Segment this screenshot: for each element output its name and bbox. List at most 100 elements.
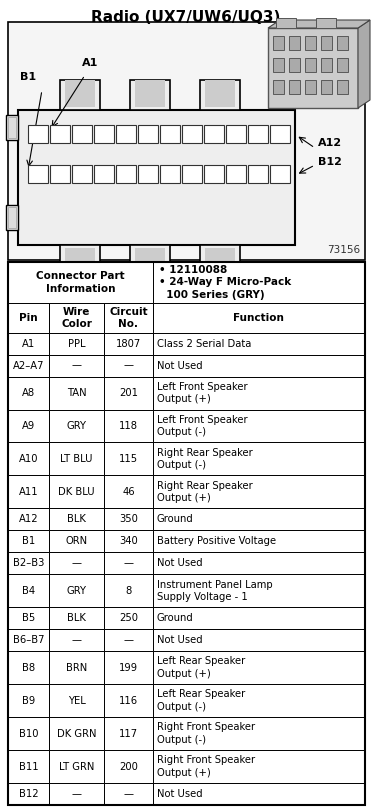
Text: Left Rear Speaker
Output (-): Left Rear Speaker Output (-) xyxy=(157,689,245,712)
Bar xyxy=(8,117,16,138)
Bar xyxy=(8,684,49,718)
Text: 199: 199 xyxy=(119,663,138,673)
Text: B12: B12 xyxy=(19,789,38,799)
Bar xyxy=(49,718,104,750)
Bar xyxy=(135,248,165,265)
Bar xyxy=(153,262,365,303)
Bar xyxy=(49,355,104,377)
Bar xyxy=(248,165,268,183)
Text: Not Used: Not Used xyxy=(157,635,202,646)
Bar xyxy=(337,80,348,94)
Text: 340: 340 xyxy=(119,537,138,546)
Text: —: — xyxy=(72,789,82,799)
Text: A12: A12 xyxy=(318,138,342,148)
Bar xyxy=(49,303,104,333)
Bar xyxy=(104,530,153,553)
Bar xyxy=(8,333,49,355)
Bar xyxy=(153,718,365,750)
Bar xyxy=(104,608,153,629)
Text: 201: 201 xyxy=(119,388,138,398)
Text: BLK: BLK xyxy=(67,515,86,524)
Bar xyxy=(8,530,49,553)
Bar xyxy=(8,718,49,750)
Bar xyxy=(49,574,104,608)
Text: LT BLU: LT BLU xyxy=(60,454,93,464)
Text: Class 2 Serial Data: Class 2 Serial Data xyxy=(157,339,251,348)
Bar xyxy=(305,80,316,94)
Text: Not Used: Not Used xyxy=(157,789,202,799)
Bar xyxy=(135,80,165,107)
Bar xyxy=(49,443,104,475)
Text: B2–B3: B2–B3 xyxy=(13,558,44,568)
Bar xyxy=(49,410,104,443)
Bar xyxy=(104,651,153,684)
Bar xyxy=(104,574,153,608)
Bar xyxy=(8,377,49,410)
Text: A2–A7: A2–A7 xyxy=(13,360,44,371)
Polygon shape xyxy=(268,20,370,28)
Bar xyxy=(153,333,365,355)
Bar xyxy=(205,248,235,265)
Bar xyxy=(8,443,49,475)
Bar xyxy=(8,629,49,651)
Bar xyxy=(104,508,153,530)
Bar xyxy=(321,36,332,50)
Bar xyxy=(104,377,153,410)
Text: A12: A12 xyxy=(19,515,38,524)
Bar xyxy=(153,783,365,805)
Bar xyxy=(28,125,48,143)
Bar xyxy=(8,262,365,805)
Text: 73156: 73156 xyxy=(327,245,360,255)
Bar xyxy=(205,80,235,107)
Bar xyxy=(289,80,300,94)
Bar xyxy=(104,355,153,377)
Text: A8: A8 xyxy=(22,388,35,398)
Bar xyxy=(248,125,268,143)
Text: 250: 250 xyxy=(119,613,138,623)
Bar xyxy=(8,207,16,228)
Bar xyxy=(104,684,153,718)
Bar xyxy=(153,443,365,475)
Text: Left Front Speaker
Output (+): Left Front Speaker Output (+) xyxy=(157,382,247,404)
Text: DK GRN: DK GRN xyxy=(57,729,97,739)
Bar xyxy=(8,303,49,333)
Bar xyxy=(104,783,153,805)
Bar xyxy=(6,205,18,230)
Text: 118: 118 xyxy=(119,421,138,431)
Text: B4: B4 xyxy=(22,586,35,595)
Bar xyxy=(276,18,296,28)
Bar xyxy=(104,410,153,443)
Text: A11: A11 xyxy=(19,487,38,497)
Bar xyxy=(8,262,153,303)
Text: Instrument Panel Lamp
Supply Voltage - 1: Instrument Panel Lamp Supply Voltage - 1 xyxy=(157,579,272,602)
Bar xyxy=(8,783,49,805)
Bar xyxy=(8,651,49,684)
Text: —: — xyxy=(123,789,134,799)
Bar xyxy=(153,355,365,377)
Bar xyxy=(270,165,290,183)
Text: Right Front Speaker
Output (+): Right Front Speaker Output (+) xyxy=(157,755,255,778)
Text: ORN: ORN xyxy=(66,537,88,546)
Text: Right Front Speaker
Output (-): Right Front Speaker Output (-) xyxy=(157,722,255,745)
Bar xyxy=(49,508,104,530)
Text: Not Used: Not Used xyxy=(157,360,202,371)
Bar xyxy=(153,750,365,783)
Text: —: — xyxy=(72,558,82,568)
Text: B11: B11 xyxy=(19,762,38,772)
Text: —: — xyxy=(72,635,82,646)
Bar xyxy=(50,165,70,183)
Text: —: — xyxy=(72,360,82,371)
Bar xyxy=(18,110,295,245)
Text: Circuit
No.: Circuit No. xyxy=(109,306,148,329)
Text: PPL: PPL xyxy=(68,339,85,348)
Bar xyxy=(316,18,336,28)
Bar xyxy=(49,783,104,805)
Bar xyxy=(153,508,365,530)
Bar xyxy=(49,553,104,574)
Text: Radio (UX7/UW6/UQ3): Radio (UX7/UW6/UQ3) xyxy=(91,10,281,25)
Bar xyxy=(50,125,70,143)
Bar xyxy=(8,574,49,608)
Bar xyxy=(273,58,284,72)
Bar xyxy=(153,629,365,651)
Text: 46: 46 xyxy=(122,487,135,497)
